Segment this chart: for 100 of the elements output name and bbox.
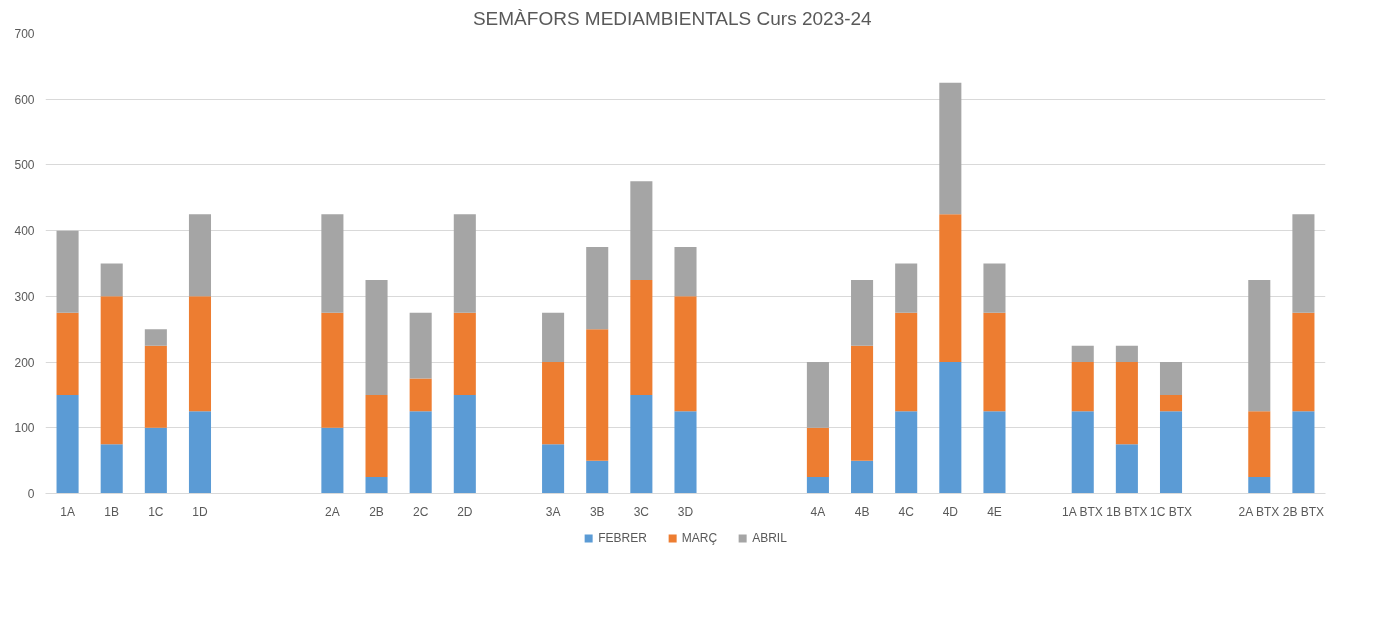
y-tick-label: 100 — [14, 421, 35, 436]
bar — [1071, 411, 1094, 494]
bar — [1248, 279, 1271, 412]
bar — [321, 427, 344, 494]
bar — [1115, 444, 1138, 494]
x-tick-label: 1A — [60, 504, 75, 519]
bar — [542, 312, 565, 363]
legend-label: FEBRER — [598, 531, 647, 545]
bar — [1071, 345, 1094, 363]
bar — [1115, 345, 1138, 363]
x-tick-label: 1B BTX — [1106, 504, 1148, 519]
bar — [321, 214, 344, 313]
x-tick-label: 1D — [192, 504, 208, 519]
x-tick-label: 1C BTX — [1150, 504, 1193, 519]
bar — [188, 411, 212, 494]
chart-title: SEMÀFORS MEDIAMBIENTALS Curs 2023-24 — [472, 7, 873, 29]
bar — [365, 477, 388, 494]
x-tick-label: 2C — [413, 504, 429, 519]
bar — [895, 411, 918, 494]
bar — [895, 263, 918, 313]
bar — [453, 312, 476, 395]
bar — [100, 444, 123, 494]
bar — [1248, 477, 1271, 494]
bar — [409, 378, 432, 412]
x-tick-label: 1A BTX — [1062, 504, 1103, 519]
bar — [630, 181, 653, 280]
bar — [365, 279, 388, 395]
bar — [144, 427, 167, 494]
x-tick-label: 4A — [810, 504, 826, 519]
y-tick-label: 300 — [14, 289, 35, 304]
x-tick-label: 2B — [369, 504, 384, 519]
x-tick-label: 2A — [325, 504, 340, 519]
bar — [144, 329, 167, 346]
bar — [586, 247, 609, 330]
bar — [409, 411, 432, 494]
bar — [586, 460, 609, 494]
bar — [321, 312, 344, 428]
bar — [851, 345, 874, 461]
y-tick-label: 700 — [14, 27, 35, 41]
bar — [1159, 362, 1183, 395]
bar — [939, 214, 962, 363]
bar — [1248, 411, 1271, 478]
x-tick-label: 3A — [545, 504, 561, 519]
x-tick-label: 2D — [457, 504, 473, 519]
x-tick-label: 4D — [942, 504, 959, 519]
x-tick-label: 2A BTX — [1238, 504, 1280, 519]
bar — [895, 312, 918, 412]
bar — [1292, 411, 1315, 494]
bar — [851, 279, 874, 346]
bar — [56, 312, 79, 395]
bar — [674, 296, 697, 412]
bar — [806, 477, 829, 494]
bar — [1159, 411, 1183, 494]
bar — [983, 263, 1006, 313]
x-tick-label: 1C — [148, 504, 164, 519]
x-tick-label: 3D — [677, 504, 694, 519]
bar — [674, 411, 697, 494]
bar — [1159, 394, 1183, 412]
x-tick-label: 2B BTX — [1282, 504, 1325, 519]
bar — [100, 263, 123, 297]
bar — [409, 312, 432, 379]
bar — [630, 394, 653, 494]
x-tick-label: 3B — [589, 504, 605, 519]
y-tick-label: 600 — [14, 92, 35, 107]
x-tick-label: 3C — [633, 504, 650, 519]
bar — [56, 230, 79, 313]
legend-label: ABRIL — [752, 531, 787, 545]
bar — [542, 444, 565, 494]
x-tick-label: 4C — [898, 504, 915, 519]
y-tick-label: 400 — [14, 224, 35, 239]
bar — [983, 411, 1006, 494]
bar — [851, 460, 874, 494]
x-tick-label: 4E — [987, 504, 1002, 519]
bar — [674, 247, 697, 297]
bar — [56, 394, 79, 494]
bar — [188, 214, 212, 297]
bar — [1115, 362, 1138, 445]
x-tick-label: 1B — [104, 504, 120, 519]
bar — [939, 362, 962, 494]
bar — [1292, 312, 1315, 412]
bar — [630, 279, 653, 395]
bar — [188, 296, 212, 412]
bar — [1071, 362, 1094, 412]
y-tick-label: 0 — [27, 487, 35, 501]
bar — [365, 394, 388, 478]
bar — [806, 427, 829, 478]
bar — [586, 329, 609, 461]
bar — [939, 82, 962, 215]
y-tick-label: 200 — [14, 355, 35, 370]
x-tick-label: 4B — [854, 504, 870, 519]
bar — [806, 362, 829, 428]
bar — [983, 312, 1006, 412]
bar — [100, 296, 123, 445]
bar — [542, 362, 565, 445]
bar — [453, 394, 476, 494]
legend-label: MARÇ — [681, 531, 718, 545]
bar — [1292, 214, 1315, 313]
bar — [144, 345, 167, 428]
y-tick-label: 500 — [14, 158, 35, 173]
bar — [453, 214, 476, 313]
